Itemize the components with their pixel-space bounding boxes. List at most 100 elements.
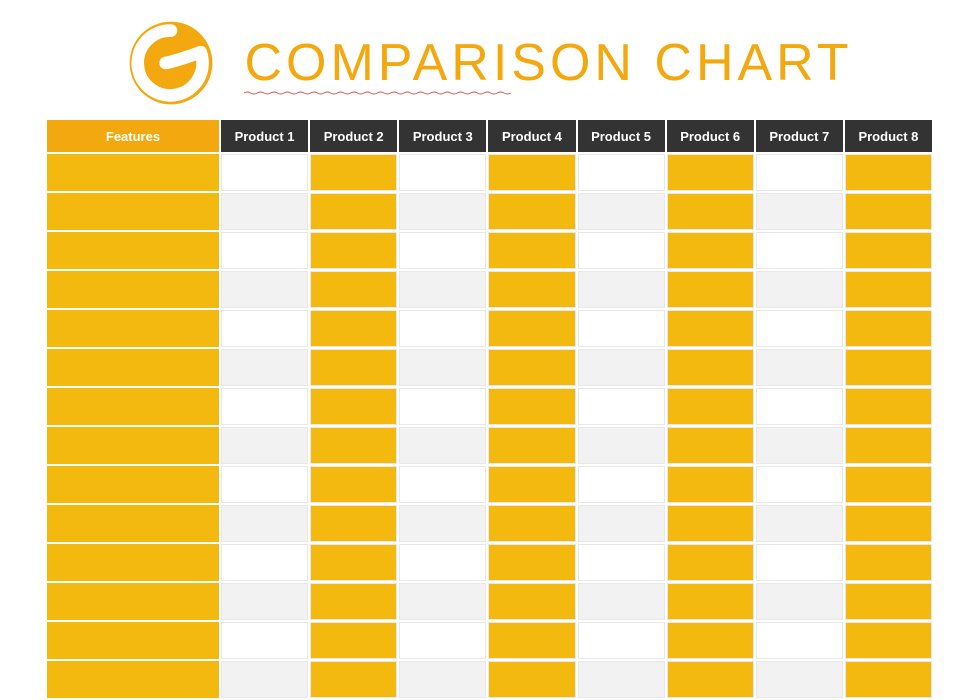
data-cell — [667, 349, 754, 386]
feature-cell — [47, 427, 219, 464]
comparison-table-container: FeaturesProduct 1Product 2Product 3Produ… — [0, 118, 979, 700]
data-cell — [221, 193, 308, 230]
data-cell — [310, 271, 397, 308]
data-cell — [310, 154, 397, 191]
data-cell — [399, 661, 486, 698]
data-cell — [578, 349, 665, 386]
feature-cell — [47, 271, 219, 308]
column-header-product: Product 2 — [310, 120, 397, 152]
data-cell — [756, 622, 843, 659]
data-cell — [578, 544, 665, 581]
data-cell — [488, 661, 575, 698]
data-cell — [310, 232, 397, 269]
data-cell — [756, 466, 843, 503]
feature-cell — [47, 661, 219, 698]
data-cell — [578, 154, 665, 191]
data-cell — [221, 154, 308, 191]
column-header-product: Product 6 — [667, 120, 754, 152]
table-row — [47, 193, 932, 230]
table-header-row: FeaturesProduct 1Product 2Product 3Produ… — [47, 120, 932, 152]
data-cell — [399, 349, 486, 386]
data-cell — [667, 505, 754, 542]
column-header-product: Product 4 — [488, 120, 575, 152]
table-row — [47, 349, 932, 386]
data-cell — [667, 232, 754, 269]
data-cell — [310, 466, 397, 503]
data-cell — [221, 661, 308, 698]
data-cell — [221, 583, 308, 620]
data-cell — [399, 466, 486, 503]
data-cell — [578, 388, 665, 425]
data-cell — [845, 505, 932, 542]
data-cell — [756, 271, 843, 308]
data-cell — [310, 427, 397, 464]
data-cell — [488, 622, 575, 659]
data-cell — [310, 388, 397, 425]
page-title: COMPARISON CHART — [244, 37, 852, 89]
data-cell — [399, 388, 486, 425]
data-cell — [221, 427, 308, 464]
table-body — [47, 154, 932, 698]
data-cell — [488, 349, 575, 386]
data-cell — [488, 154, 575, 191]
data-cell — [845, 349, 932, 386]
data-cell — [221, 349, 308, 386]
data-cell — [310, 310, 397, 347]
feature-cell — [47, 622, 219, 659]
data-cell — [399, 271, 486, 308]
column-header-product: Product 8 — [845, 120, 932, 152]
data-cell — [310, 349, 397, 386]
data-cell — [756, 310, 843, 347]
data-cell — [488, 583, 575, 620]
data-cell — [756, 427, 843, 464]
data-cell — [756, 505, 843, 542]
column-header-product: Product 5 — [578, 120, 665, 152]
data-cell — [756, 193, 843, 230]
data-cell — [667, 271, 754, 308]
data-cell — [845, 193, 932, 230]
table-row — [47, 427, 932, 464]
data-cell — [845, 310, 932, 347]
data-cell — [488, 388, 575, 425]
feature-cell — [47, 544, 219, 581]
column-header-product: Product 3 — [399, 120, 486, 152]
data-cell — [310, 622, 397, 659]
data-cell — [221, 271, 308, 308]
data-cell — [488, 310, 575, 347]
data-cell — [756, 388, 843, 425]
spellcheck-underline — [244, 91, 511, 95]
data-cell — [578, 466, 665, 503]
data-cell — [399, 193, 486, 230]
table-row — [47, 661, 932, 698]
data-cell — [578, 193, 665, 230]
header: COMPARISON CHART — [0, 0, 979, 118]
comparison-table: FeaturesProduct 1Product 2Product 3Produ… — [45, 118, 934, 700]
data-cell — [578, 232, 665, 269]
data-cell — [845, 544, 932, 581]
column-header-features: Features — [47, 120, 219, 152]
data-cell — [845, 622, 932, 659]
data-cell — [578, 427, 665, 464]
data-cell — [310, 544, 397, 581]
table-row — [47, 271, 932, 308]
data-cell — [399, 232, 486, 269]
data-cell — [667, 583, 754, 620]
table-row — [47, 154, 932, 191]
column-header-product: Product 7 — [756, 120, 843, 152]
data-cell — [845, 427, 932, 464]
table-row — [47, 310, 932, 347]
feature-cell — [47, 466, 219, 503]
data-cell — [578, 271, 665, 308]
data-cell — [578, 505, 665, 542]
data-cell — [845, 583, 932, 620]
data-cell — [221, 622, 308, 659]
feature-cell — [47, 310, 219, 347]
data-cell — [756, 583, 843, 620]
data-cell — [310, 505, 397, 542]
data-cell — [399, 583, 486, 620]
data-cell — [488, 232, 575, 269]
table-row — [47, 388, 932, 425]
table-row — [47, 583, 932, 620]
data-cell — [221, 232, 308, 269]
feature-cell — [47, 583, 219, 620]
